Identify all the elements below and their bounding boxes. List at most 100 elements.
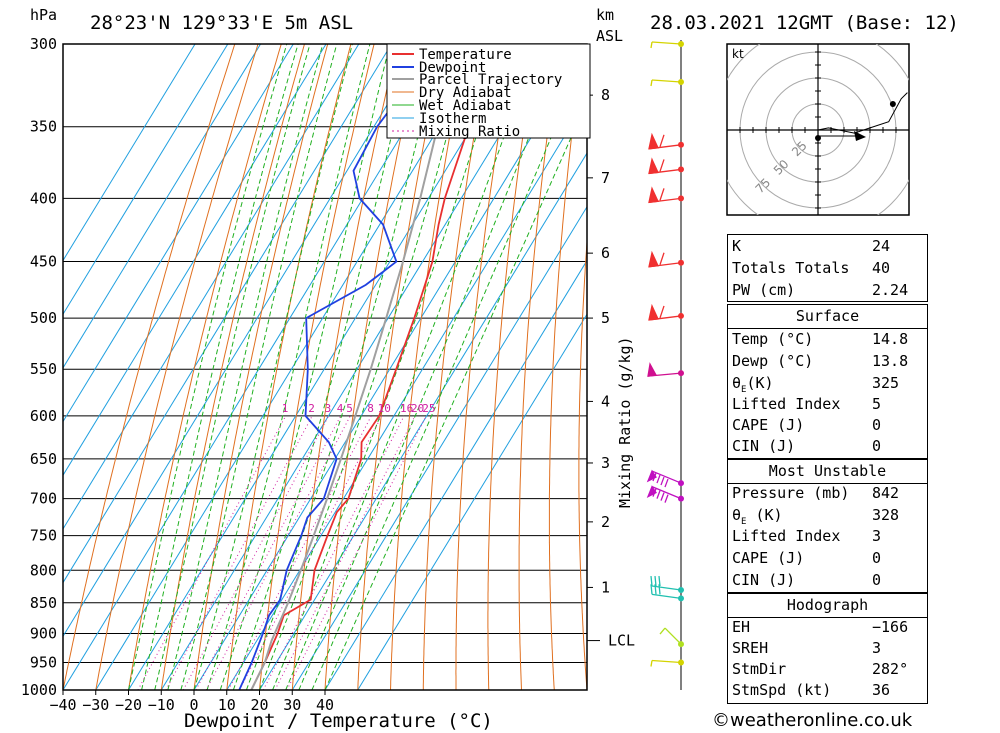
isotherm-line [193, 44, 587, 690]
isotherm-line [160, 44, 556, 690]
wind-barb-shaft [651, 593, 682, 600]
isotherm-line [95, 44, 491, 690]
wind-barb [650, 575, 682, 591]
surface-title: Surface [795, 307, 860, 325]
legend-dry-adiabat: Dry Adiabat [419, 85, 512, 101]
pressure-tick-label: 550 [30, 360, 57, 378]
dry-adiabat-line [291, 44, 398, 690]
km-tick-label: 2 [601, 513, 610, 531]
pressure-tick-label: 500 [30, 309, 57, 327]
mixing-ratio-label: 4 [337, 402, 344, 415]
wind-barb-shaft [651, 41, 682, 45]
wet-adiabat-line [285, 44, 536, 690]
isotherm-line [63, 44, 360, 530]
pressure-tick-label: 750 [30, 527, 57, 545]
legend-parcel: Parcel Trajectory [419, 72, 562, 88]
dry-adiabat-line [128, 44, 282, 690]
pressure-tick-label: 950 [30, 653, 57, 671]
legend-isotherm: Isotherm [419, 111, 486, 127]
legend-wet-adiabat: Wet Adiabat [419, 98, 512, 114]
dry-adiabat-line [422, 44, 491, 690]
dry-adiabat-line [690, 35, 718, 690]
wind-barb [647, 362, 682, 377]
wind-barb [648, 250, 682, 268]
wet-adiabat-line [128, 44, 288, 690]
x-axis-title: Dewpoint / Temperature (°C) [184, 710, 493, 732]
wet-adiabat-line [154, 44, 311, 690]
km-label: km [596, 6, 614, 24]
mixing-ratio-label: 3 [325, 402, 332, 415]
wind-barb-flag [664, 494, 669, 503]
hodo-row-eh: EH −166 [732, 618, 909, 636]
isotherm-line [63, 44, 294, 423]
wind-barb-flag [660, 492, 665, 501]
index-row-pw: PW (cm) 2.24 [732, 281, 909, 299]
hodograph-trace [817, 92, 908, 134]
isotherm-line [63, 44, 229, 316]
wind-barb-flag [654, 575, 657, 587]
datetime-title: 28.03.2021 12GMT (Base: 12) [650, 12, 959, 34]
km-tick-label: 3 [601, 454, 610, 472]
mu-row-cin: CIN (J) 0 [732, 571, 882, 589]
wind-barb-flag [646, 485, 657, 498]
dry-adiabat-line [548, 44, 584, 690]
wind-barb-shaft [651, 470, 682, 484]
sounding-series [238, 44, 504, 690]
series-parcel-trajectory [250, 44, 460, 690]
pressure-tick-label: 850 [30, 594, 57, 612]
wet-adiabat-line [206, 44, 371, 690]
wind-barb-flag [650, 41, 653, 49]
wet-adiabat-line [324, 100, 587, 690]
wind-barb-flag [648, 186, 659, 204]
km-tick-label: 5 [601, 309, 610, 327]
wind-barb-flag [658, 584, 661, 595]
wet-adiabat-line [311, 50, 587, 690]
pressure-tick-label: 800 [30, 561, 57, 579]
x-tick-label: −10 [148, 696, 175, 714]
mixing-ratio-label: 2 [308, 402, 315, 415]
wet-adiabat-line [259, 44, 471, 690]
dry-adiabat-line [95, 44, 259, 690]
wind-barb-flag [652, 472, 657, 482]
wind-barb [648, 303, 682, 321]
mixing-ratio-label: 10 [378, 402, 391, 415]
wet-adiabat-line [141, 44, 299, 690]
wind-barb-flag [659, 188, 665, 201]
km-tick-label: 4 [601, 392, 610, 410]
copyright[interactable]: ©weatheronline.co.uk [712, 710, 913, 731]
series-dewpoint [238, 44, 432, 690]
km-axis: 1 2 3 4 5 6 7 8 LCL [587, 86, 635, 650]
surface-row-lifted-index: Lifted Index 5 [732, 395, 882, 413]
wind-barb-flag [648, 250, 659, 268]
pressure-tick-label: 700 [30, 490, 57, 508]
wind-barb-flag [659, 627, 666, 635]
wind-barb-flag [654, 584, 657, 595]
mixing-ratio-label: 1 [282, 402, 289, 415]
dry-adiabat-line [487, 44, 538, 690]
wind-barb [648, 157, 682, 175]
km-tick-label: 1 [601, 578, 610, 596]
dry-adiabat-line [390, 44, 468, 690]
legend-temperature: Temperature [419, 47, 512, 63]
x-tick-label: 30 [283, 696, 301, 714]
wind-barb-flag [650, 660, 653, 667]
wind-barb-shaft [651, 79, 682, 83]
pressure-tick-label: 650 [30, 450, 57, 468]
wind-barb [650, 41, 682, 49]
mixing-ratio-label: 20 [411, 402, 424, 415]
hodograph-end-dot [889, 101, 896, 107]
dry-adiabat-line [259, 44, 375, 690]
wind-barb-flag [660, 476, 665, 486]
km-tick-label: 8 [601, 86, 610, 104]
mixing-ratio-label: 8 [367, 402, 374, 415]
wind-barb [646, 485, 682, 503]
wind-barb-flag [659, 252, 665, 265]
legend: Temperature Dewpoint Parcel Trajectory D… [386, 43, 591, 140]
isotherm-line [324, 259, 587, 690]
mixing-ratio-line [274, 415, 416, 690]
wet-adiabat-line [167, 44, 324, 690]
wind-barb-flag [650, 79, 653, 87]
wind-barb-flag [659, 305, 665, 319]
hodo-row-stmspd: StmSpd (kt) 36 [732, 681, 891, 699]
